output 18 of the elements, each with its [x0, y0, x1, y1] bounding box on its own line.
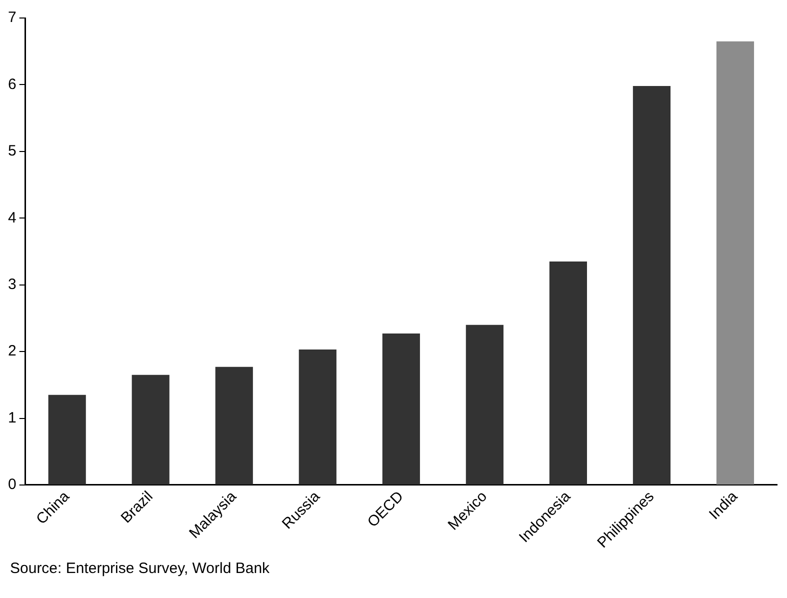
y-tick-label: 4: [8, 209, 16, 226]
y-tick-label: 5: [8, 142, 16, 160]
bar: [549, 261, 587, 484]
bar: [48, 394, 86, 484]
bar: [298, 350, 336, 484]
bar: [632, 86, 671, 484]
y-tick-label: 3: [8, 276, 16, 293]
bar: [215, 366, 253, 484]
bar: [716, 41, 754, 484]
bar: [382, 334, 420, 484]
y-tick-label: 2: [8, 342, 16, 360]
bar: [466, 324, 504, 484]
y-tick-label: 0: [8, 476, 16, 494]
bar: [132, 374, 170, 484]
y-tick-label: 7: [8, 9, 16, 26]
y-tick-label: 6: [8, 76, 16, 93]
y-tick-label: 1: [8, 409, 16, 426]
source-note: Source: Enterprise Survey, World Bank: [10, 560, 270, 577]
